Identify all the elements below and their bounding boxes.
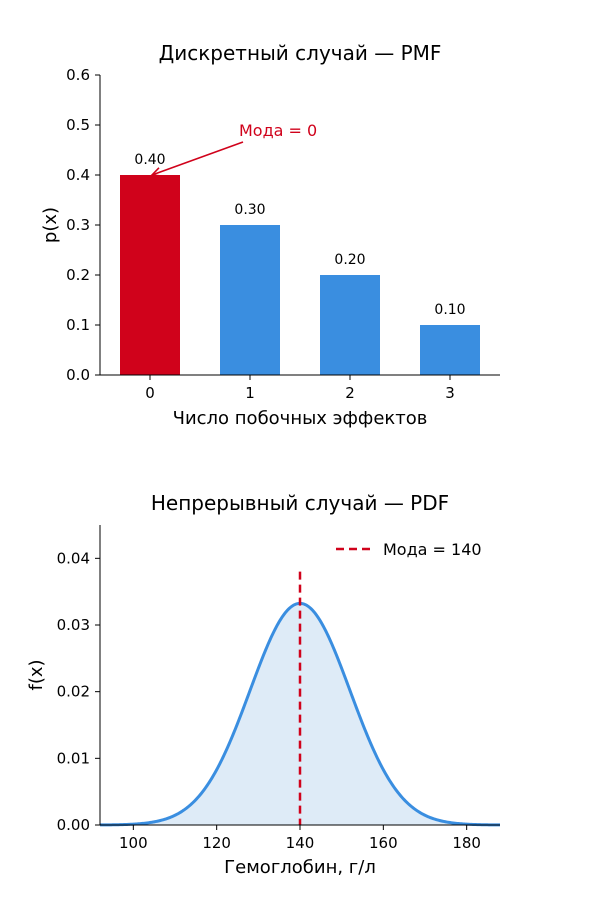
pdf-legend: Мода = 140 — [336, 540, 482, 559]
pdf-y-tick-label: 0.02 — [57, 683, 90, 701]
pmf-y-tick-label: 0.3 — [66, 216, 90, 234]
pmf-y-tick-label: 0.6 — [66, 66, 90, 84]
pmf-x-tick-label: 1 — [245, 384, 255, 402]
pdf-title: Непрерывный случай — PDF — [151, 491, 449, 515]
pmf-x-tick-label: 0 — [145, 384, 155, 402]
pdf-y-tick-label: 0.00 — [57, 816, 90, 834]
pdf-x-axis-label: Гемоглобин, г/л — [224, 857, 376, 878]
pmf-bars — [120, 175, 480, 375]
pmf-x-tick-label: 3 — [445, 384, 455, 402]
pmf-x-tick-label: 2 — [345, 384, 355, 402]
pmf-title: Дискретный случай — PMF — [159, 41, 442, 65]
pmf-y-tick-label: 0.5 — [66, 116, 90, 134]
pmf-bar-0 — [120, 175, 180, 375]
pdf-x-tick-label: 140 — [286, 834, 315, 852]
pdf-x-tick-label: 120 — [202, 834, 231, 852]
pdf-chart: Непрерывный случай — PDF 0.000.010.020.0… — [26, 491, 501, 878]
pmf-y-tick-label: 0.1 — [66, 316, 90, 334]
pdf-y-tick-label: 0.03 — [57, 616, 90, 634]
pdf-y-tick-label: 0.01 — [57, 749, 90, 767]
pmf-y-tick-label: 0.4 — [66, 166, 90, 184]
pmf-data-label: 0.20 — [334, 252, 365, 268]
pmf-bar-1 — [220, 225, 280, 375]
pmf-bar-2 — [320, 275, 380, 375]
pmf-y-tick-label: 0.2 — [66, 266, 90, 284]
pdf-x-tick-label: 180 — [452, 834, 481, 852]
pdf-x-tick-label: 160 — [369, 834, 398, 852]
legend-label-mode: Мода = 140 — [383, 540, 482, 559]
pmf-x-axis-label: Число побочных эффектов — [173, 408, 428, 429]
pmf-y-axis-label: p(x) — [40, 207, 61, 243]
pmf-bar-3 — [420, 325, 480, 375]
pdf-y-ticks: 0.00 0.01 0.02 0.03 0.04 — [57, 549, 100, 834]
pmf-data-label: 0.40 — [134, 152, 165, 168]
pmf-x-ticks: 0 1 2 3 — [145, 375, 455, 402]
pdf-y-axis-label: f(x) — [26, 659, 47, 690]
pdf-x-tick-label: 100 — [119, 834, 148, 852]
mode-arrow-head — [150, 167, 163, 177]
pmf-chart: Дискретный случай — PMF 0.400.300.200.10… — [40, 41, 500, 429]
pmf-y-tick-label: 0.0 — [66, 366, 90, 384]
pmf-annotation: Мода = 0 — [150, 121, 317, 177]
pmf-data-label: 0.10 — [434, 302, 465, 318]
pmf-y-ticks: 0.0 0.1 0.2 0.3 0.4 0.5 0.6 — [66, 66, 100, 384]
pdf-area-fill — [100, 603, 500, 825]
pmf-data-labels: 0.40 0.30 0.20 0.10 — [134, 152, 465, 318]
pdf-y-tick-label: 0.04 — [57, 549, 90, 567]
mode-arrow — [151, 141, 244, 176]
pdf-x-ticks: 100 120 140 160 180 — [119, 825, 481, 852]
mode-annotation-text: Мода = 0 — [239, 121, 317, 140]
pmf-data-label: 0.30 — [234, 202, 265, 218]
